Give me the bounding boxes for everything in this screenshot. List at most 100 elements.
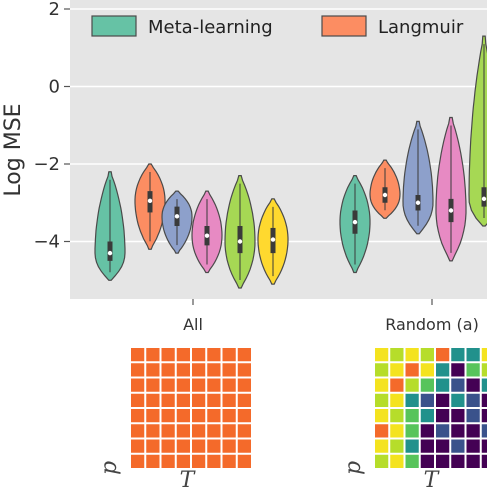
pattern-cell bbox=[405, 393, 419, 407]
pattern-cell bbox=[222, 439, 236, 453]
pattern-cell bbox=[405, 378, 419, 392]
pattern-cell bbox=[207, 454, 221, 468]
pattern-cell bbox=[192, 393, 206, 407]
pattern-cell bbox=[207, 378, 221, 392]
pattern-cell bbox=[176, 439, 190, 453]
pattern-cell bbox=[161, 378, 175, 392]
pattern-cell bbox=[237, 409, 251, 423]
violin-median bbox=[147, 198, 153, 204]
pattern-cell bbox=[207, 439, 221, 453]
violin-median bbox=[237, 239, 243, 244]
pattern-cell bbox=[405, 348, 419, 362]
pattern-cell bbox=[237, 393, 251, 407]
pattern-cell bbox=[131, 378, 145, 392]
pattern-cell bbox=[466, 348, 480, 362]
violin-median bbox=[382, 192, 388, 198]
pattern-cell bbox=[161, 409, 175, 423]
pattern-cell bbox=[481, 454, 487, 468]
pattern-cell bbox=[466, 439, 480, 453]
pattern-cell bbox=[466, 393, 480, 407]
pattern-cell bbox=[390, 393, 404, 407]
pattern-cell bbox=[131, 409, 145, 423]
pattern-cell bbox=[222, 378, 236, 392]
pattern-cell bbox=[146, 378, 160, 392]
pattern-cell bbox=[146, 348, 160, 362]
legend-label: Langmuir bbox=[378, 17, 464, 38]
pattern-cell bbox=[466, 409, 480, 423]
pattern-cell bbox=[405, 439, 419, 453]
pattern-cell bbox=[161, 454, 175, 468]
pattern-cell bbox=[420, 454, 434, 468]
pattern-cell bbox=[161, 424, 175, 438]
panel-y-label: p bbox=[97, 461, 122, 475]
pattern-cell bbox=[192, 439, 206, 453]
pattern-cell bbox=[481, 378, 487, 392]
panel-x-label: T bbox=[180, 468, 197, 487]
pattern-cell bbox=[222, 393, 236, 407]
pattern-cell bbox=[436, 424, 450, 438]
pattern-cell bbox=[420, 409, 434, 423]
pattern-cell bbox=[405, 424, 419, 438]
pattern-cell bbox=[436, 454, 450, 468]
pattern-cell bbox=[390, 348, 404, 362]
pattern-cell bbox=[161, 348, 175, 362]
pattern-cell bbox=[131, 439, 145, 453]
pattern-cell bbox=[222, 424, 236, 438]
pattern-cell bbox=[176, 363, 190, 377]
pattern-cell bbox=[451, 348, 465, 362]
pattern-cell bbox=[176, 393, 190, 407]
pattern-cell bbox=[207, 424, 221, 438]
pattern-cell bbox=[176, 378, 190, 392]
pattern-cell bbox=[436, 378, 450, 392]
y-tick-label: 0 bbox=[49, 77, 60, 98]
violin-series bbox=[94, 35, 487, 289]
pattern-cell bbox=[176, 424, 190, 438]
pattern-cell bbox=[131, 348, 145, 362]
pattern-cell bbox=[237, 454, 251, 468]
legend-swatch bbox=[321, 15, 367, 37]
legend: Meta-learning Langmuir bbox=[91, 15, 464, 38]
panel-x-label: T bbox=[424, 468, 441, 487]
pattern-cell bbox=[222, 409, 236, 423]
x-axis-categories: All Random (a) bbox=[183, 299, 479, 334]
pattern-cell bbox=[481, 424, 487, 438]
pattern-cell bbox=[451, 363, 465, 377]
violin-median bbox=[448, 208, 454, 213]
pattern-cell bbox=[192, 424, 206, 438]
legend-swatch bbox=[91, 15, 137, 37]
pattern-cell bbox=[207, 348, 221, 362]
pattern-cell bbox=[436, 409, 450, 423]
pattern-cell bbox=[451, 424, 465, 438]
pattern-cell bbox=[405, 363, 419, 377]
violin-median bbox=[270, 237, 276, 242]
pattern-cell bbox=[192, 363, 206, 377]
legend-label: Meta-learning bbox=[148, 17, 273, 38]
pattern-cell bbox=[375, 378, 389, 392]
y-axis-ticks: 2 0 −2 −4 bbox=[33, 0, 70, 253]
pattern-cell bbox=[161, 363, 175, 377]
pattern-cell bbox=[375, 454, 389, 468]
pattern-cell bbox=[192, 409, 206, 423]
y-tick-label: −2 bbox=[33, 154, 60, 175]
pattern-cell bbox=[131, 393, 145, 407]
pattern-cell bbox=[222, 348, 236, 362]
pattern-cell bbox=[481, 348, 487, 362]
pattern-cell bbox=[237, 378, 251, 392]
violin-body bbox=[468, 35, 487, 227]
pattern-cell bbox=[451, 409, 465, 423]
pattern-cell bbox=[420, 424, 434, 438]
pattern-cell bbox=[375, 393, 389, 407]
pattern-cell bbox=[146, 363, 160, 377]
pattern-cell bbox=[237, 348, 251, 362]
pattern-cell bbox=[192, 348, 206, 362]
violin-median bbox=[204, 233, 210, 238]
pattern-cell bbox=[146, 393, 160, 407]
pattern-cell bbox=[146, 424, 160, 438]
pattern-cell bbox=[375, 439, 389, 453]
pattern-cell bbox=[375, 363, 389, 377]
pattern-cell bbox=[390, 454, 404, 468]
pattern-cell bbox=[420, 439, 434, 453]
violin-median bbox=[174, 214, 180, 219]
